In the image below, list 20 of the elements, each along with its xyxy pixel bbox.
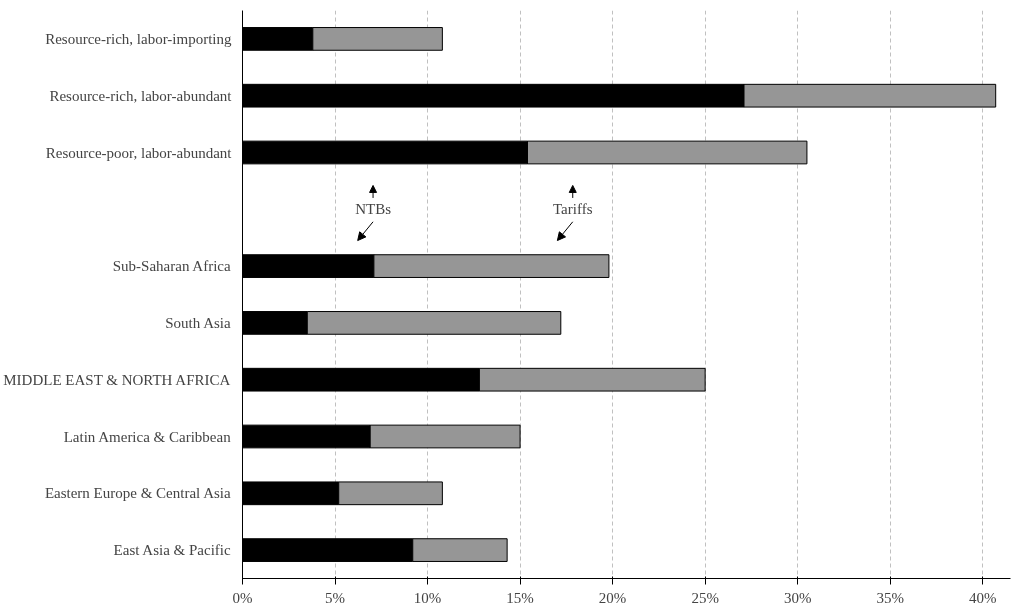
- x-tick-label: 5%: [325, 589, 346, 606]
- legend-label: Tariffs: [552, 201, 593, 218]
- x-tick-label: 30%: [783, 589, 812, 606]
- x-tick-label: 10%: [413, 589, 442, 606]
- x-tick-label: 35%: [876, 589, 904, 606]
- y-tick-label: Resource-rich, labor-importing: [45, 30, 232, 47]
- x-tick-label: 40%: [968, 589, 997, 606]
- y-tick-label: Latin America & Caribbean: [63, 428, 232, 445]
- y-tick-label: Eastern Europe & Central Asia: [44, 485, 232, 502]
- x-tick-label: 0%: [232, 589, 253, 606]
- y-tick-label: Resource-poor, labor-abundant: [45, 144, 233, 161]
- y-tick-label: East Asia & Pacific: [113, 542, 232, 559]
- x-tick-label: 15%: [506, 589, 534, 606]
- y-tick-label: MIDDLE EAST & NORTH AFRICA: [3, 371, 231, 388]
- y-tick-label: Sub-Saharan Africa: [112, 258, 232, 275]
- y-tick-label: South Asia: [165, 314, 232, 331]
- legend-label: NTBs: [355, 201, 392, 218]
- y-tick-label: Resource-rich, labor-abundant: [49, 87, 233, 104]
- x-tick-label: 25%: [691, 589, 719, 606]
- x-tick-label: 20%: [598, 589, 627, 606]
